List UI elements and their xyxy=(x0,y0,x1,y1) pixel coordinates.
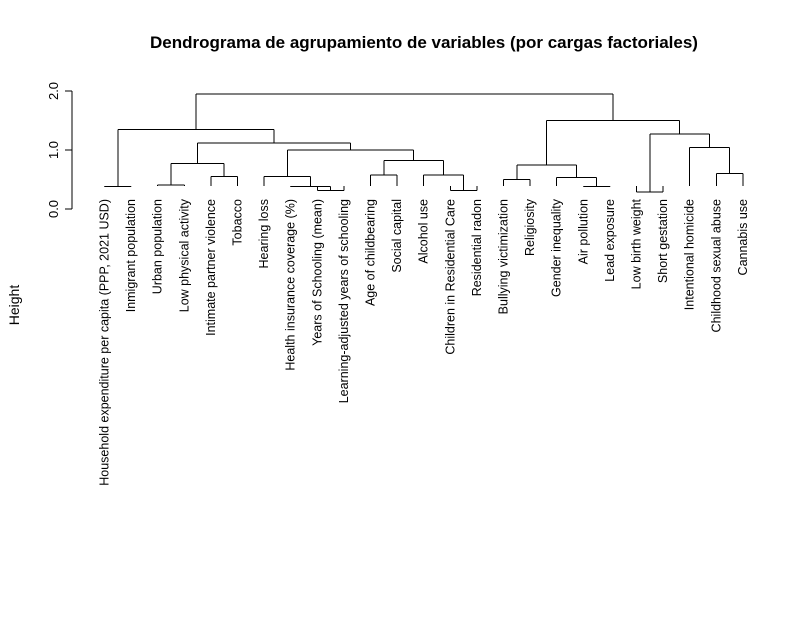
leaf-label: Cannabis use xyxy=(736,199,750,275)
leaf-label: Gender inequality xyxy=(550,198,564,297)
merge-link xyxy=(649,133,711,192)
leaf-label: Tobacco xyxy=(231,199,245,246)
merge-link xyxy=(195,93,614,130)
y-tick-label: 0.0 xyxy=(46,200,61,218)
merge-link xyxy=(117,128,275,187)
y-tick-label: 1.0 xyxy=(46,141,61,159)
leaf-label: Low birth weight xyxy=(630,198,644,289)
merge-link xyxy=(423,174,465,191)
leaf-label: Inmigrant population xyxy=(124,199,138,312)
leaf-label: Children in Residential Care xyxy=(443,199,457,355)
y-axis: 0.0 1.0 2.0 xyxy=(46,82,73,218)
leaf-label: Lead exposure xyxy=(603,199,617,282)
merge-link xyxy=(689,147,731,186)
leaf-label: Years of Schooling (mean) xyxy=(310,199,324,346)
leaf-label: Intentional homicide xyxy=(683,199,697,310)
leaf-label: Air pollution xyxy=(576,199,590,264)
merge-link xyxy=(157,184,185,186)
merge-link xyxy=(715,173,744,186)
merge-link xyxy=(370,174,398,186)
leaf-label: Urban population xyxy=(151,199,165,294)
merge-link xyxy=(286,149,415,177)
dendrogram-tree xyxy=(104,93,744,193)
leaf-label: Religiosity xyxy=(523,198,537,256)
leaf-label: Learning-adjusted years of schooling xyxy=(337,199,351,403)
leaf-label: Social capital xyxy=(390,199,404,273)
leaf-label: Alcohol use xyxy=(417,199,431,264)
leaf-label: Hearing loss xyxy=(257,199,271,268)
y-axis-label: Height xyxy=(6,285,22,326)
merge-link xyxy=(210,176,238,186)
leaf-label: Residential radon xyxy=(470,199,484,296)
merge-link xyxy=(170,163,225,185)
merge-link xyxy=(383,160,445,175)
merge-link xyxy=(556,177,598,187)
leaf-label: Childhood sexual abuse xyxy=(709,199,723,332)
merge-link xyxy=(197,142,352,164)
leaf-label: Age of childbearing xyxy=(364,199,378,306)
merge-link xyxy=(503,179,531,186)
leaf-label: Health insurance coverage (%) xyxy=(284,199,298,371)
y-tick-label: 2.0 xyxy=(46,82,61,100)
leaf-label: Household expenditure per capita (PPP, 2… xyxy=(98,199,112,486)
leaf-label: Low physical activity xyxy=(177,198,191,312)
merge-link xyxy=(290,186,332,191)
leaf-label: Short gestation xyxy=(656,199,670,283)
chart-title: Dendrograma de agrupamiento de variables… xyxy=(150,33,698,52)
leaf-label: Intimate partner violence xyxy=(204,199,218,336)
leaf-label: Bullying victimization xyxy=(497,199,511,314)
merge-link xyxy=(546,120,681,165)
merge-link xyxy=(263,176,312,187)
leaf-labels: Household expenditure per capita (PPP, 2… xyxy=(98,198,750,485)
